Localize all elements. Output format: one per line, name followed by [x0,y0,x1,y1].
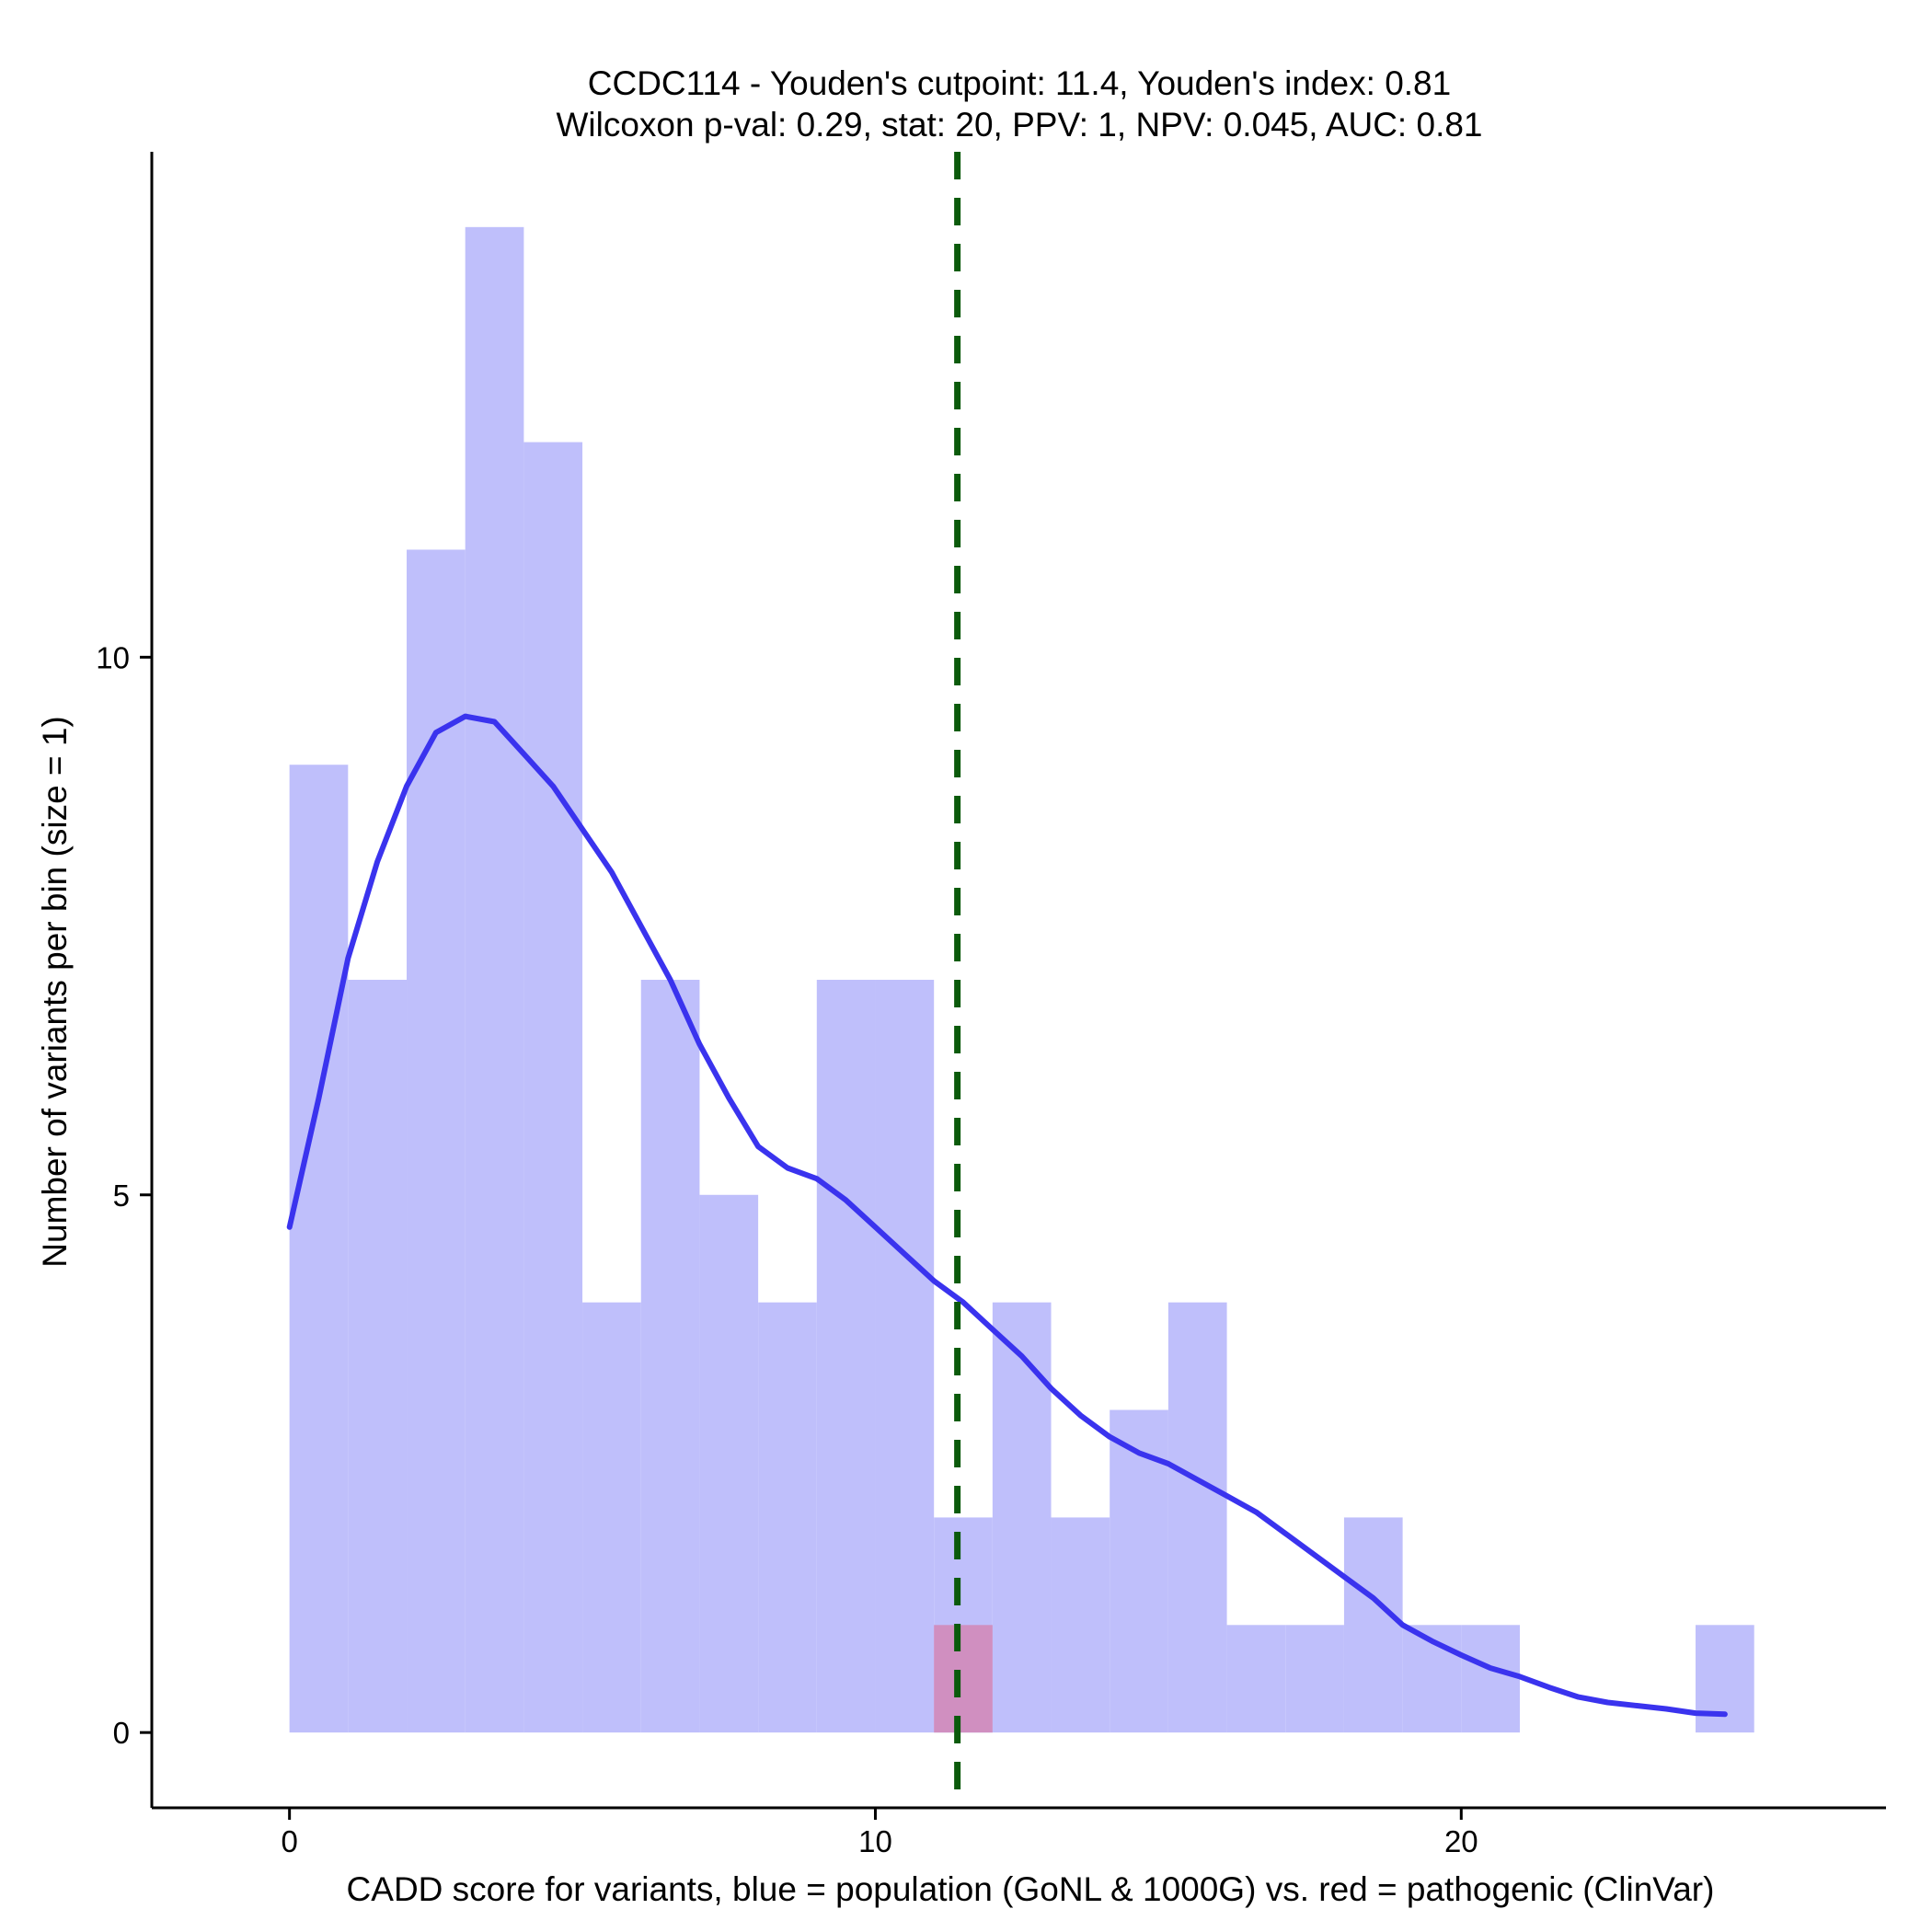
population-bar-16 [1226,1625,1286,1733]
population-bar-15 [1167,1302,1227,1733]
population-bar-3 [465,226,524,1733]
population-bar-20 [1461,1625,1520,1733]
population-bar-9 [816,980,876,1733]
y-tick-label: 0 [113,1716,130,1750]
x-tick-label: 0 [281,1824,297,1858]
population-bar-10 [875,980,935,1733]
histogram-bars [289,226,1754,1733]
density-curve-layer [286,713,1728,1718]
density-curve [286,713,1728,1718]
population-bar-1 [348,980,408,1733]
y-axis-ticks: 0 5 10 [96,640,152,1750]
y-axis-title: Number of variants per bin (size = 1) [36,716,74,1267]
x-axis-ticks: 0 10 20 [281,1808,1478,1858]
population-bar-5 [582,1302,641,1733]
population-bar-13 [1051,1517,1110,1733]
chart-subtitle: Wilcoxon p-val: 0.29, stat: 20, PPV: 1, … [556,106,1482,144]
population-bar-18 [1343,1517,1403,1733]
population-bar-8 [758,1302,817,1733]
x-tick-label: 10 [858,1824,892,1858]
x-tick-label: 20 [1444,1824,1478,1858]
population-bar-17 [1285,1625,1344,1733]
population-bar-2 [407,549,466,1733]
population-bar-0 [289,765,349,1733]
pathogenic-bar-0 [934,1625,993,1733]
population-bar-6 [640,980,700,1733]
y-tick-label: 5 [113,1179,130,1213]
y-tick-label: 10 [96,640,130,674]
x-axis-title: CADD score for variants, blue = populati… [347,1870,1715,1908]
chart-title: CCDC114 - Youden's cutpoint: 11.4, Youde… [588,64,1451,102]
population-bar-7 [699,1194,759,1733]
population-bar-4 [523,442,583,1733]
population-bar-12 [992,1302,1052,1733]
population-bar-14 [1110,1409,1168,1733]
